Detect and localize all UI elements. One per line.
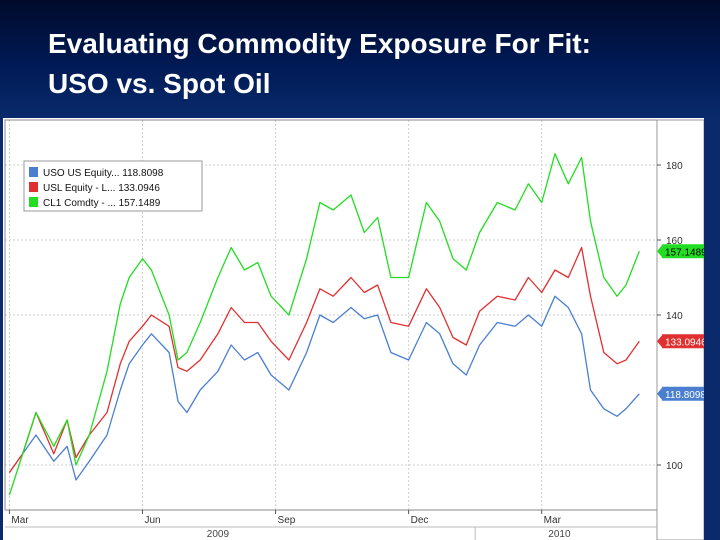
chart-legend: USO US Equity... 118.8098 USL Equity - L.… (23, 160, 203, 212)
legend-swatch-2 (29, 182, 38, 192)
badge-box-1 (662, 386, 704, 401)
legend-swatch-1 (29, 167, 38, 177)
series-line-3 (8, 153, 640, 496)
chart-series-group (8, 153, 640, 496)
slide-title: Evaluating Commodity Exposure For Fit: U… (48, 24, 708, 104)
badge-box-3 (662, 244, 704, 259)
last-value-badges: 118.8098 133.0946 157.1489 (657, 244, 704, 401)
legend-entry-1: USO US Equity... 118.8098 (43, 168, 164, 179)
slide-header: Evaluating Commodity Exposure For Fit: U… (0, 0, 720, 118)
badge-value-3: 157.1489 (665, 247, 704, 258)
x-month-label: Dec (411, 515, 429, 526)
legend-entry-2: USL Equity - L... 133.0946 (43, 183, 160, 194)
y-tick-label: 140 (666, 311, 683, 322)
x-year-label: 2010 (548, 529, 571, 540)
x-month-label: Mar (544, 515, 562, 526)
legend-entry-3: CL1 Comdty - ... 157.1489 (43, 198, 161, 209)
series-line-2 (8, 246, 640, 473)
badge-arrow-3 (657, 245, 662, 258)
price-comparison-chart: 100 140 160 180 Mar Jun Sep Dec Mar 2009 2010 118.… (3, 118, 704, 540)
badge-value-2: 133.0946 (665, 337, 704, 348)
badge-value-1: 118.8098 (665, 390, 704, 401)
y-tick-label: 100 (666, 461, 683, 472)
slide-right-border (704, 118, 720, 540)
y-tick-label: 160 (666, 236, 683, 247)
series-line-1 (8, 295, 640, 481)
chart-axes: 100 140 160 180 Mar Jun Sep Dec Mar 2009 2010 (5, 161, 683, 540)
x-month-label: Mar (11, 515, 29, 526)
legend-box (23, 160, 203, 212)
x-month-label: Jun (144, 515, 160, 526)
slide-left-border (0, 118, 3, 540)
slide-title-line-1: Evaluating Commodity Exposure For Fit: (48, 28, 591, 59)
slide-title-line-2: USO vs. Spot Oil (48, 68, 271, 99)
x-month-label: Sep (278, 515, 296, 526)
legend-swatch-3 (29, 197, 38, 207)
badge-arrow-1 (657, 387, 662, 400)
badge-arrow-2 (657, 335, 662, 348)
y-tick-label: 180 (666, 161, 683, 172)
y-axis-panel-border (656, 119, 704, 540)
badge-box-2 (662, 334, 704, 349)
x-year-label: 2009 (207, 529, 230, 540)
